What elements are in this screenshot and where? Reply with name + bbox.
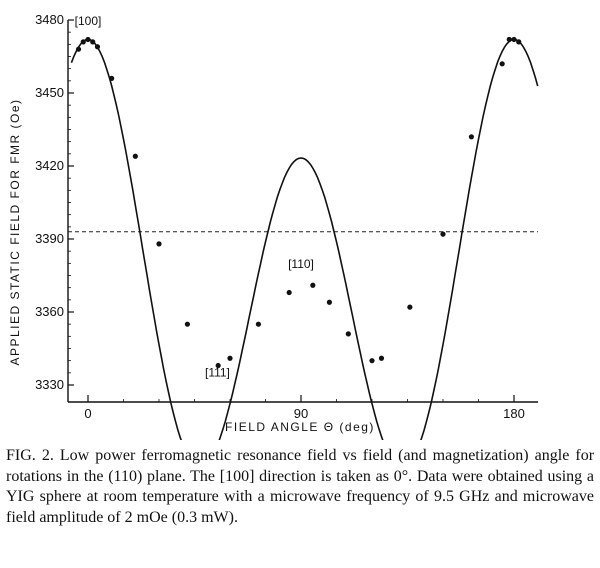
data-point xyxy=(511,36,517,43)
direction-annotation: [110] xyxy=(288,257,314,271)
data-point xyxy=(85,36,91,43)
data-point xyxy=(369,358,375,364)
y-tick-label: 3330 xyxy=(35,377,64,392)
x-tick-label: 90 xyxy=(294,406,308,421)
data-point xyxy=(94,44,101,50)
fmr-chart: 3330 3360 3390 3420 3450 3480 0 90 180 [100] [11… xyxy=(8,12,539,440)
y-tick-label: 3360 xyxy=(35,304,64,319)
data-point xyxy=(310,282,316,288)
data-points xyxy=(75,36,522,369)
data-point xyxy=(286,289,292,296)
data-point xyxy=(109,75,115,81)
data-point xyxy=(440,231,446,237)
data-point xyxy=(506,36,512,43)
data-point xyxy=(184,321,190,327)
data-point xyxy=(215,362,221,369)
y-axis-ticks: 3330 3360 3390 3420 3450 3480 xyxy=(35,12,74,392)
direction-annotation: [111] xyxy=(205,366,230,380)
x-tick-label: 180 xyxy=(503,406,525,421)
data-point xyxy=(132,153,138,159)
data-point xyxy=(75,46,82,52)
data-point xyxy=(255,321,261,327)
y-tick-label: 3390 xyxy=(35,231,64,246)
data-point xyxy=(499,61,505,67)
figure-caption: FIG. 2. Low power ferromagnetic resonanc… xyxy=(6,446,594,528)
y-tick-label: 3480 xyxy=(35,12,64,27)
data-point xyxy=(156,241,162,247)
data-point xyxy=(90,39,96,45)
caption-label: FIG. 2. xyxy=(6,447,54,464)
caption-text: Low power ferromagnetic resonance field … xyxy=(6,447,595,526)
y-axis-label: APPLIED STATIC FIELD FOR FMR (Oe) xyxy=(8,98,22,365)
y-tick-label: 3420 xyxy=(35,158,64,173)
data-point xyxy=(407,304,413,310)
chart-axes xyxy=(67,20,538,403)
data-point xyxy=(227,355,233,361)
direction-annotation: [100] xyxy=(75,14,102,28)
data-point xyxy=(468,134,474,140)
y-tick-label: 3450 xyxy=(35,85,64,100)
x-tick-label: 0 xyxy=(84,406,91,421)
direction-annotations: [100] [110] [111] xyxy=(75,14,314,380)
x-axis-label: FIELD ANGLE Θ (deg) xyxy=(225,420,375,434)
data-point xyxy=(516,39,522,45)
data-point xyxy=(345,331,351,337)
data-point xyxy=(326,299,332,305)
fit-curve xyxy=(70,38,539,440)
data-point xyxy=(80,39,86,45)
x-axis-ticks: 0 90 180 xyxy=(84,395,525,421)
data-point xyxy=(378,355,385,361)
